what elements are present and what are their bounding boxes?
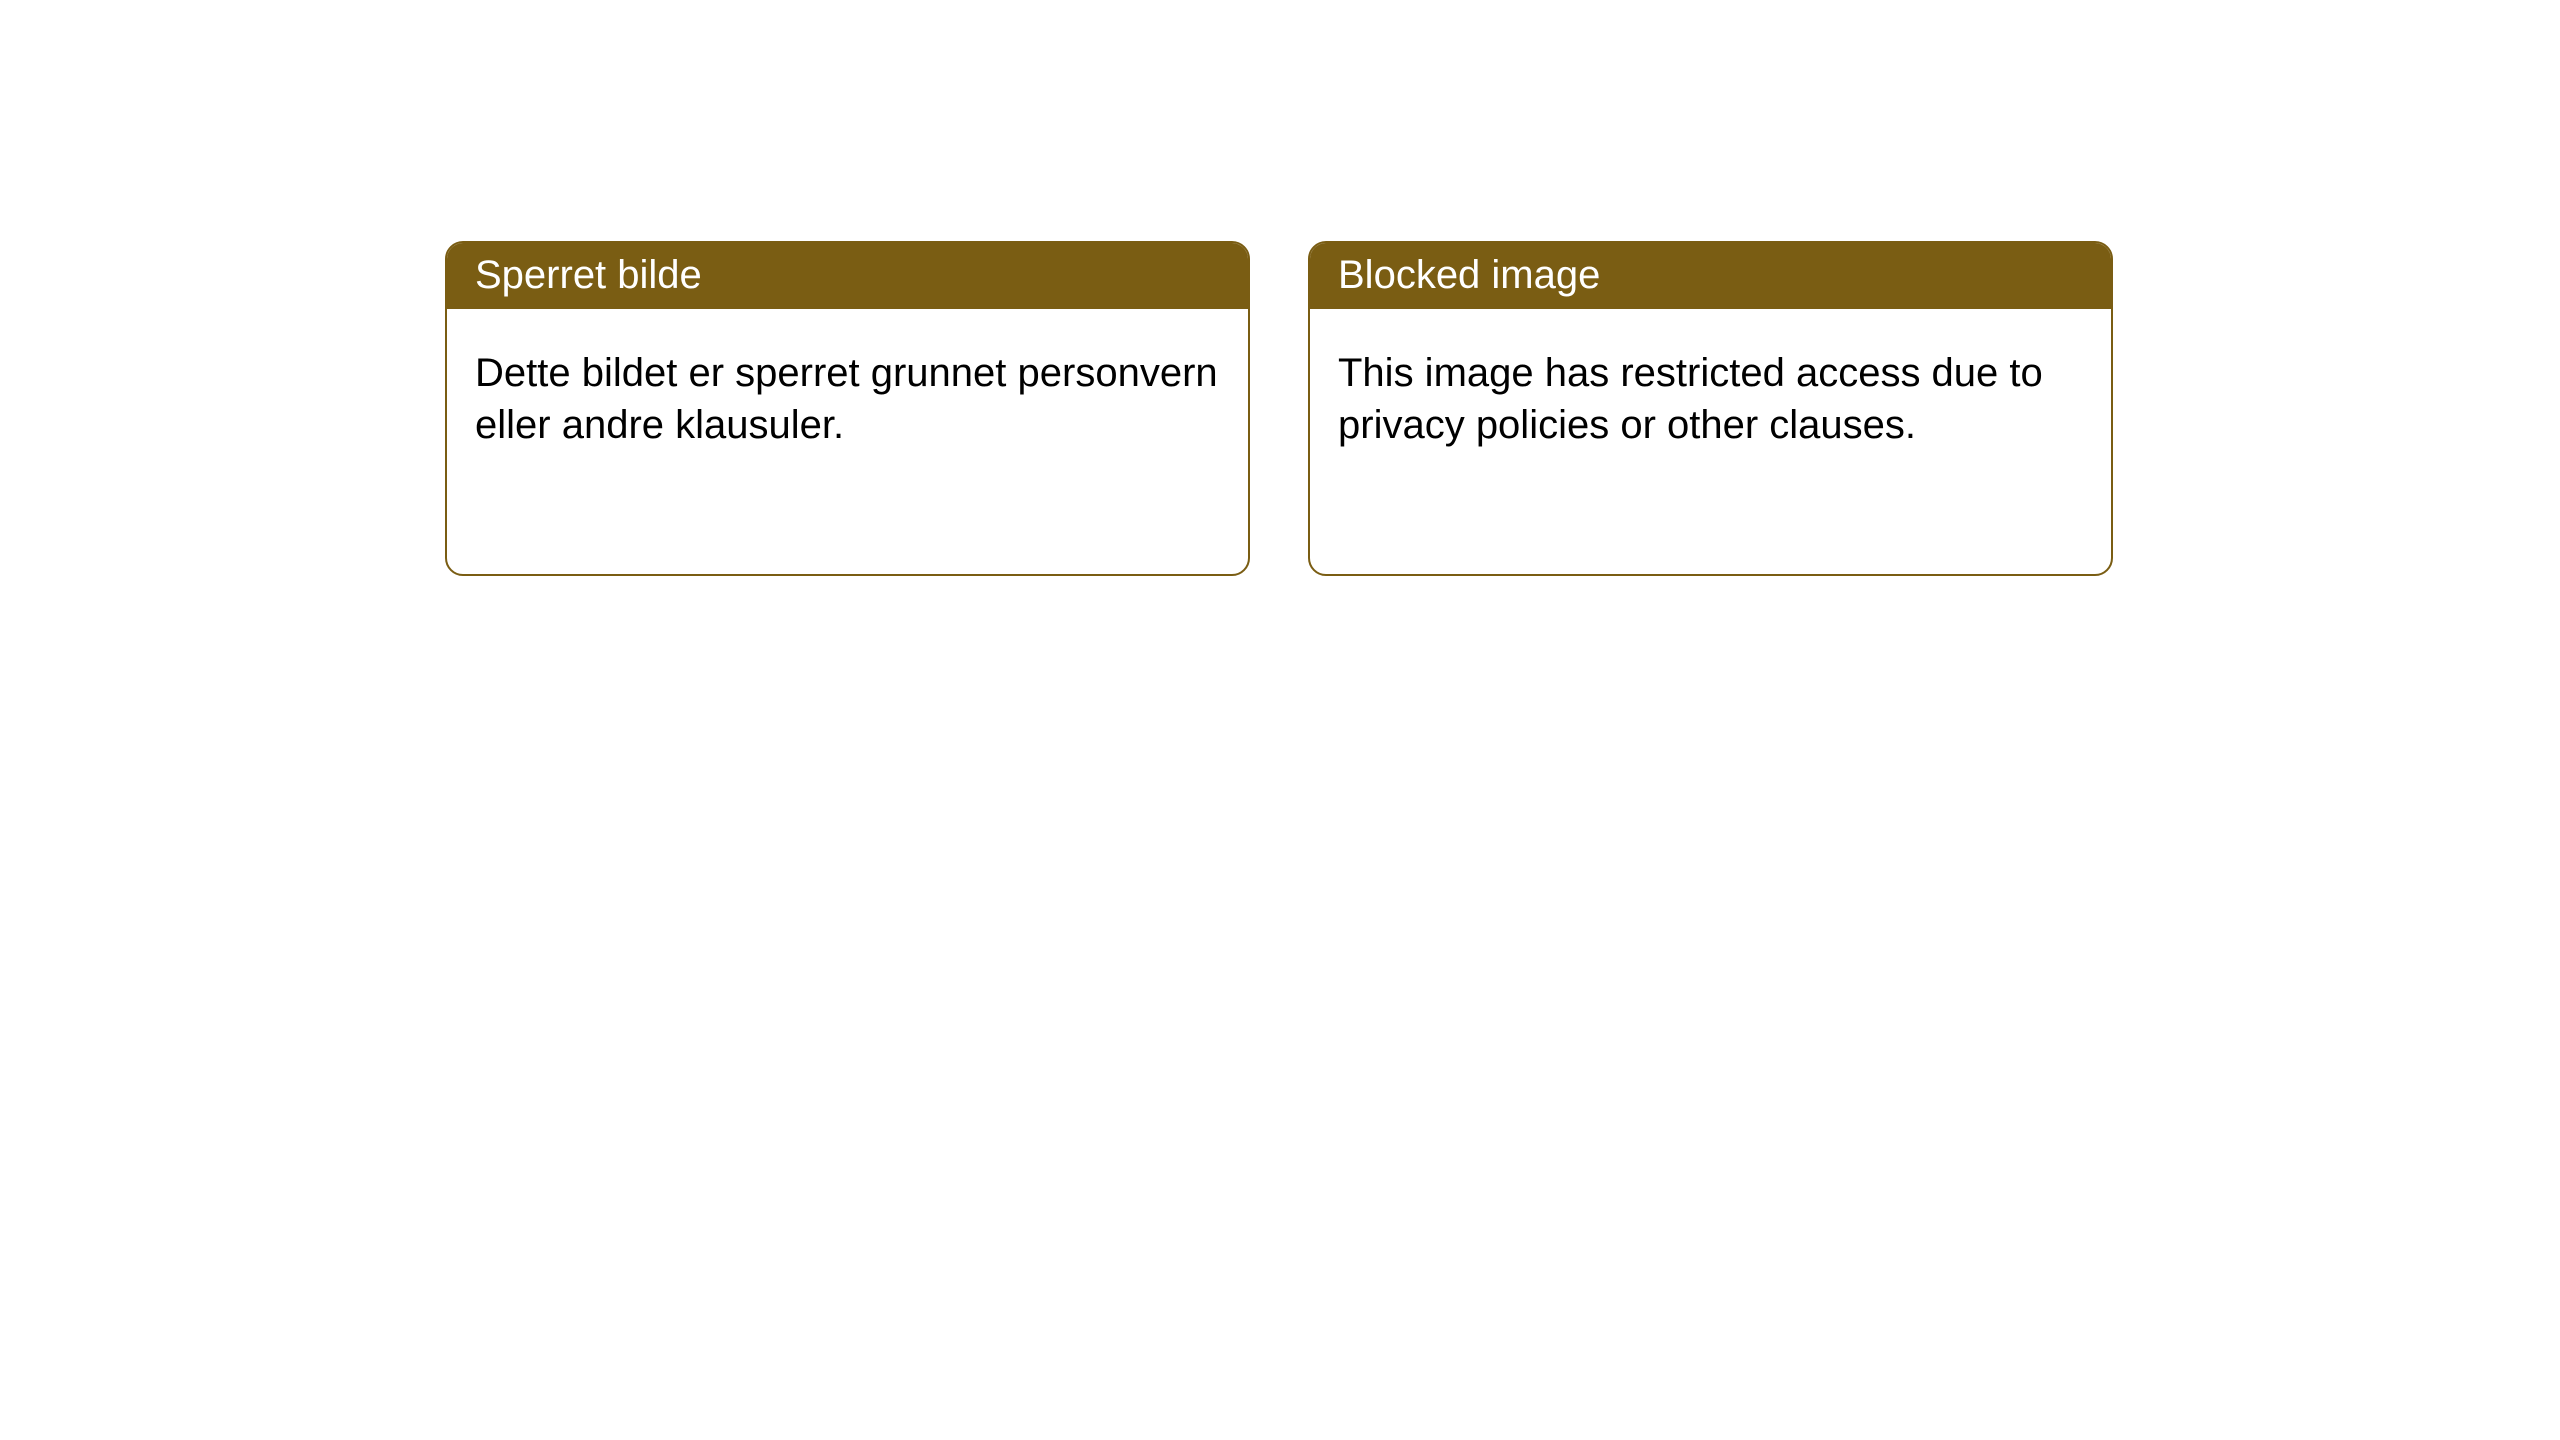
notice-card-title: Sperret bilde xyxy=(447,243,1248,309)
notice-card-title: Blocked image xyxy=(1310,243,2111,309)
notice-card-body: This image has restricted access due to … xyxy=(1310,309,2111,479)
notice-card-norwegian: Sperret bilde Dette bildet er sperret gr… xyxy=(445,241,1250,576)
notice-card-english: Blocked image This image has restricted … xyxy=(1308,241,2113,576)
notice-cards-container: Sperret bilde Dette bildet er sperret gr… xyxy=(0,0,2560,576)
notice-card-body: Dette bildet er sperret grunnet personve… xyxy=(447,309,1248,479)
